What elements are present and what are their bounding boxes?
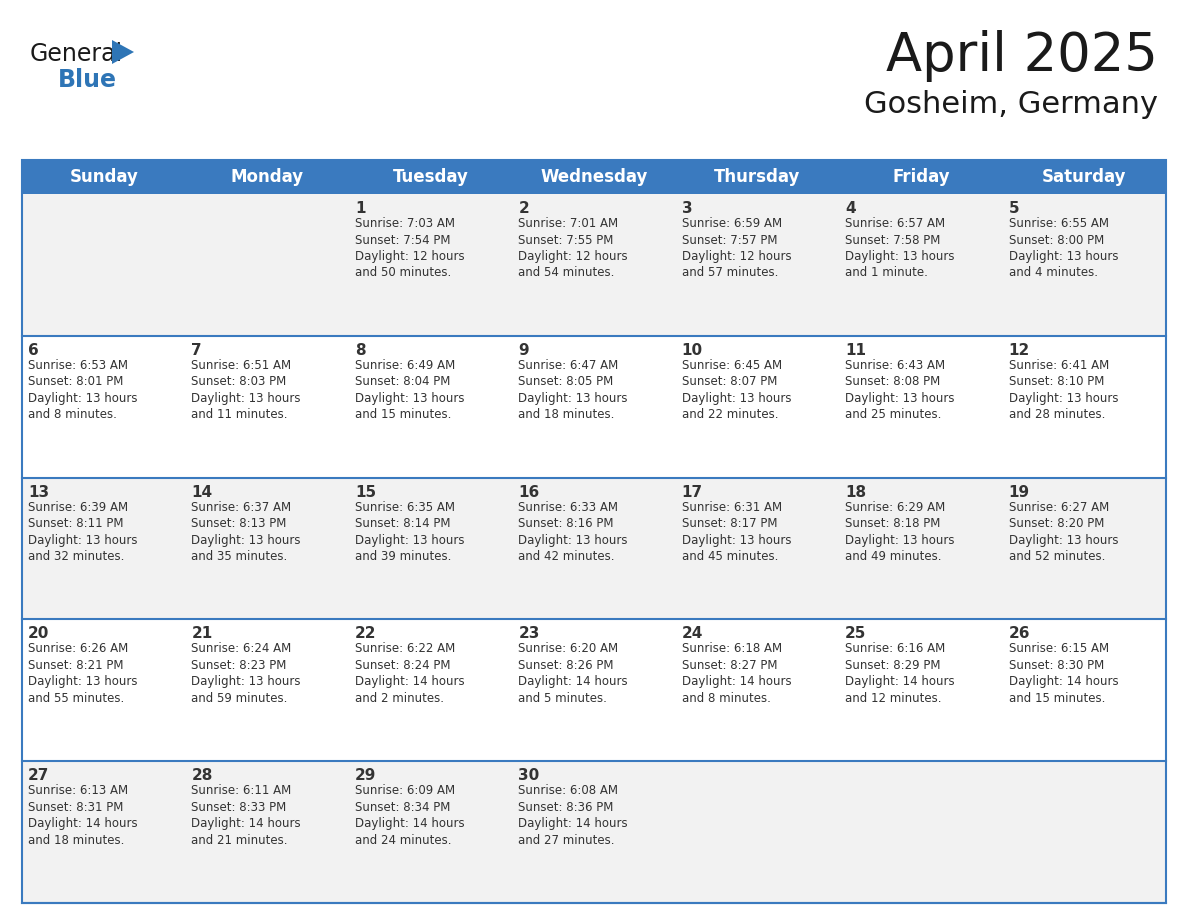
Text: 30: 30 <box>518 768 539 783</box>
Text: 23: 23 <box>518 626 539 642</box>
Text: Saturday: Saturday <box>1042 168 1126 186</box>
Text: 15: 15 <box>355 485 375 499</box>
Text: 12: 12 <box>1009 342 1030 358</box>
Bar <box>185 160 349 194</box>
Text: 29: 29 <box>355 768 377 783</box>
Text: April 2025: April 2025 <box>886 30 1158 82</box>
Text: Friday: Friday <box>892 168 949 186</box>
Text: Sunrise: 6:16 AM
Sunset: 8:29 PM
Daylight: 14 hours
and 12 minutes.: Sunrise: 6:16 AM Sunset: 8:29 PM Dayligh… <box>845 643 955 705</box>
Text: Sunrise: 6:35 AM
Sunset: 8:14 PM
Daylight: 13 hours
and 39 minutes.: Sunrise: 6:35 AM Sunset: 8:14 PM Dayligh… <box>355 500 465 563</box>
Text: Sunrise: 6:24 AM
Sunset: 8:23 PM
Daylight: 13 hours
and 59 minutes.: Sunrise: 6:24 AM Sunset: 8:23 PM Dayligh… <box>191 643 301 705</box>
Text: 1: 1 <box>355 201 366 216</box>
Text: 19: 19 <box>1009 485 1030 499</box>
Text: 17: 17 <box>682 485 703 499</box>
Text: Sunrise: 6:27 AM
Sunset: 8:20 PM
Daylight: 13 hours
and 52 minutes.: Sunrise: 6:27 AM Sunset: 8:20 PM Dayligh… <box>1009 500 1118 563</box>
Text: 10: 10 <box>682 342 703 358</box>
Text: Tuesday: Tuesday <box>392 168 468 186</box>
Bar <box>23 160 1165 903</box>
Text: 7: 7 <box>191 342 202 358</box>
Text: Sunrise: 6:43 AM
Sunset: 8:08 PM
Daylight: 13 hours
and 25 minutes.: Sunrise: 6:43 AM Sunset: 8:08 PM Dayligh… <box>845 359 955 421</box>
Text: Sunrise: 6:22 AM
Sunset: 8:24 PM
Daylight: 14 hours
and 2 minutes.: Sunrise: 6:22 AM Sunset: 8:24 PM Dayligh… <box>355 643 465 705</box>
Text: 2: 2 <box>518 201 529 216</box>
Text: Sunrise: 6:11 AM
Sunset: 8:33 PM
Daylight: 14 hours
and 21 minutes.: Sunrise: 6:11 AM Sunset: 8:33 PM Dayligh… <box>191 784 301 846</box>
Text: 21: 21 <box>191 626 213 642</box>
Text: Sunrise: 6:13 AM
Sunset: 8:31 PM
Daylight: 14 hours
and 18 minutes.: Sunrise: 6:13 AM Sunset: 8:31 PM Dayligh… <box>29 784 138 846</box>
Text: Sunrise: 6:15 AM
Sunset: 8:30 PM
Daylight: 14 hours
and 15 minutes.: Sunrise: 6:15 AM Sunset: 8:30 PM Dayligh… <box>1009 643 1118 705</box>
Text: 6: 6 <box>29 342 39 358</box>
Text: Sunrise: 6:51 AM
Sunset: 8:03 PM
Daylight: 13 hours
and 11 minutes.: Sunrise: 6:51 AM Sunset: 8:03 PM Dayligh… <box>191 359 301 421</box>
Text: 24: 24 <box>682 626 703 642</box>
Text: 5: 5 <box>1009 201 1019 216</box>
Text: Sunrise: 6:18 AM
Sunset: 8:27 PM
Daylight: 14 hours
and 8 minutes.: Sunrise: 6:18 AM Sunset: 8:27 PM Dayligh… <box>682 643 791 705</box>
Bar <box>349 160 512 194</box>
Text: 25: 25 <box>845 626 866 642</box>
Text: Sunrise: 6:55 AM
Sunset: 8:00 PM
Daylight: 13 hours
and 4 minutes.: Sunrise: 6:55 AM Sunset: 8:00 PM Dayligh… <box>1009 217 1118 279</box>
Bar <box>23 160 185 194</box>
Text: 18: 18 <box>845 485 866 499</box>
Text: Sunrise: 6:53 AM
Sunset: 8:01 PM
Daylight: 13 hours
and 8 minutes.: Sunrise: 6:53 AM Sunset: 8:01 PM Dayligh… <box>29 359 138 421</box>
Bar <box>23 761 1165 903</box>
Text: 11: 11 <box>845 342 866 358</box>
Text: Sunrise: 6:33 AM
Sunset: 8:16 PM
Daylight: 13 hours
and 42 minutes.: Sunrise: 6:33 AM Sunset: 8:16 PM Dayligh… <box>518 500 627 563</box>
Text: 26: 26 <box>1009 626 1030 642</box>
Text: 28: 28 <box>191 768 213 783</box>
Bar <box>23 336 1165 477</box>
Text: 20: 20 <box>29 626 50 642</box>
Text: Sunday: Sunday <box>69 168 138 186</box>
Bar <box>23 477 1165 620</box>
Text: Sunrise: 7:01 AM
Sunset: 7:55 PM
Daylight: 12 hours
and 54 minutes.: Sunrise: 7:01 AM Sunset: 7:55 PM Dayligh… <box>518 217 628 279</box>
Text: Sunrise: 6:57 AM
Sunset: 7:58 PM
Daylight: 13 hours
and 1 minute.: Sunrise: 6:57 AM Sunset: 7:58 PM Dayligh… <box>845 217 955 279</box>
Text: Sunrise: 6:47 AM
Sunset: 8:05 PM
Daylight: 13 hours
and 18 minutes.: Sunrise: 6:47 AM Sunset: 8:05 PM Dayligh… <box>518 359 627 421</box>
Text: Sunrise: 6:49 AM
Sunset: 8:04 PM
Daylight: 13 hours
and 15 minutes.: Sunrise: 6:49 AM Sunset: 8:04 PM Dayligh… <box>355 359 465 421</box>
Text: 9: 9 <box>518 342 529 358</box>
Text: Gosheim, Germany: Gosheim, Germany <box>864 90 1158 119</box>
Text: Sunrise: 6:37 AM
Sunset: 8:13 PM
Daylight: 13 hours
and 35 minutes.: Sunrise: 6:37 AM Sunset: 8:13 PM Dayligh… <box>191 500 301 563</box>
Text: Sunrise: 6:41 AM
Sunset: 8:10 PM
Daylight: 13 hours
and 28 minutes.: Sunrise: 6:41 AM Sunset: 8:10 PM Dayligh… <box>1009 359 1118 421</box>
Text: Sunrise: 6:39 AM
Sunset: 8:11 PM
Daylight: 13 hours
and 32 minutes.: Sunrise: 6:39 AM Sunset: 8:11 PM Dayligh… <box>29 500 138 563</box>
Text: Sunrise: 6:29 AM
Sunset: 8:18 PM
Daylight: 13 hours
and 49 minutes.: Sunrise: 6:29 AM Sunset: 8:18 PM Dayligh… <box>845 500 955 563</box>
Text: Sunrise: 7:03 AM
Sunset: 7:54 PM
Daylight: 12 hours
and 50 minutes.: Sunrise: 7:03 AM Sunset: 7:54 PM Dayligh… <box>355 217 465 279</box>
Text: 13: 13 <box>29 485 49 499</box>
Text: Thursday: Thursday <box>714 168 801 186</box>
Text: 4: 4 <box>845 201 855 216</box>
Bar <box>512 160 676 194</box>
Text: General: General <box>30 42 124 66</box>
Text: 27: 27 <box>29 768 50 783</box>
Text: Blue: Blue <box>58 68 116 92</box>
Text: 14: 14 <box>191 485 213 499</box>
Text: 22: 22 <box>355 626 377 642</box>
Text: Sunrise: 6:09 AM
Sunset: 8:34 PM
Daylight: 14 hours
and 24 minutes.: Sunrise: 6:09 AM Sunset: 8:34 PM Dayligh… <box>355 784 465 846</box>
Bar <box>23 620 1165 761</box>
Text: 3: 3 <box>682 201 693 216</box>
Text: 8: 8 <box>355 342 366 358</box>
Text: Sunrise: 6:08 AM
Sunset: 8:36 PM
Daylight: 14 hours
and 27 minutes.: Sunrise: 6:08 AM Sunset: 8:36 PM Dayligh… <box>518 784 628 846</box>
Bar <box>23 194 1165 336</box>
Polygon shape <box>112 40 134 64</box>
Bar <box>839 160 1003 194</box>
Text: Sunrise: 6:45 AM
Sunset: 8:07 PM
Daylight: 13 hours
and 22 minutes.: Sunrise: 6:45 AM Sunset: 8:07 PM Dayligh… <box>682 359 791 421</box>
Bar <box>1003 160 1165 194</box>
Text: 16: 16 <box>518 485 539 499</box>
Text: Wednesday: Wednesday <box>541 168 647 186</box>
Text: Sunrise: 6:31 AM
Sunset: 8:17 PM
Daylight: 13 hours
and 45 minutes.: Sunrise: 6:31 AM Sunset: 8:17 PM Dayligh… <box>682 500 791 563</box>
Text: Sunrise: 6:59 AM
Sunset: 7:57 PM
Daylight: 12 hours
and 57 minutes.: Sunrise: 6:59 AM Sunset: 7:57 PM Dayligh… <box>682 217 791 279</box>
Text: Sunrise: 6:20 AM
Sunset: 8:26 PM
Daylight: 14 hours
and 5 minutes.: Sunrise: 6:20 AM Sunset: 8:26 PM Dayligh… <box>518 643 628 705</box>
Text: Monday: Monday <box>230 168 304 186</box>
Bar <box>676 160 839 194</box>
Text: Sunrise: 6:26 AM
Sunset: 8:21 PM
Daylight: 13 hours
and 55 minutes.: Sunrise: 6:26 AM Sunset: 8:21 PM Dayligh… <box>29 643 138 705</box>
